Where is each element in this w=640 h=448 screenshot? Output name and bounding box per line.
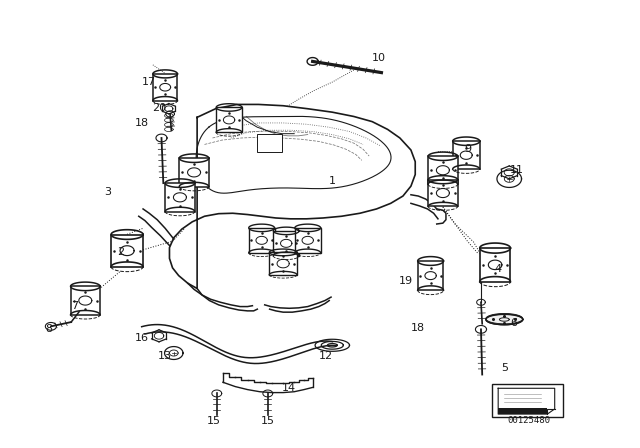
Text: 8: 8 [45,324,52,334]
Bar [153,74,177,100]
Bar [111,235,143,267]
Bar [216,108,242,133]
Text: 2: 2 [116,247,124,257]
Ellipse shape [486,314,523,325]
Text: 18: 18 [135,118,149,128]
Bar [269,252,297,275]
Text: 19: 19 [399,276,413,286]
Text: 13: 13 [158,352,172,362]
Bar [273,231,299,256]
Text: 1: 1 [329,176,336,186]
Text: 11: 11 [509,165,524,175]
Bar [480,248,511,282]
Bar [179,158,209,186]
Text: 17: 17 [142,77,156,87]
Bar [498,408,547,414]
Text: 10: 10 [371,53,385,64]
Text: 15: 15 [260,416,275,426]
Text: 12: 12 [319,352,333,362]
Text: 14: 14 [282,383,296,393]
Text: 18: 18 [412,323,426,333]
Text: 5: 5 [501,363,508,373]
Text: 9: 9 [464,144,471,154]
Text: 3: 3 [104,187,111,197]
Text: 6: 6 [510,318,517,328]
Text: 15: 15 [207,416,221,426]
Bar [418,261,444,290]
Bar [295,228,321,253]
Text: 20: 20 [152,103,166,113]
Text: 16: 16 [135,333,149,343]
Bar [428,180,458,207]
Bar [165,183,195,211]
Bar [257,134,282,152]
Bar [492,384,563,417]
Text: 00125480: 00125480 [508,417,550,426]
Bar [249,228,275,253]
Bar [428,156,458,184]
Bar [70,286,100,315]
Text: 4: 4 [495,264,502,274]
Bar [452,141,480,169]
Text: 7: 7 [70,301,78,311]
